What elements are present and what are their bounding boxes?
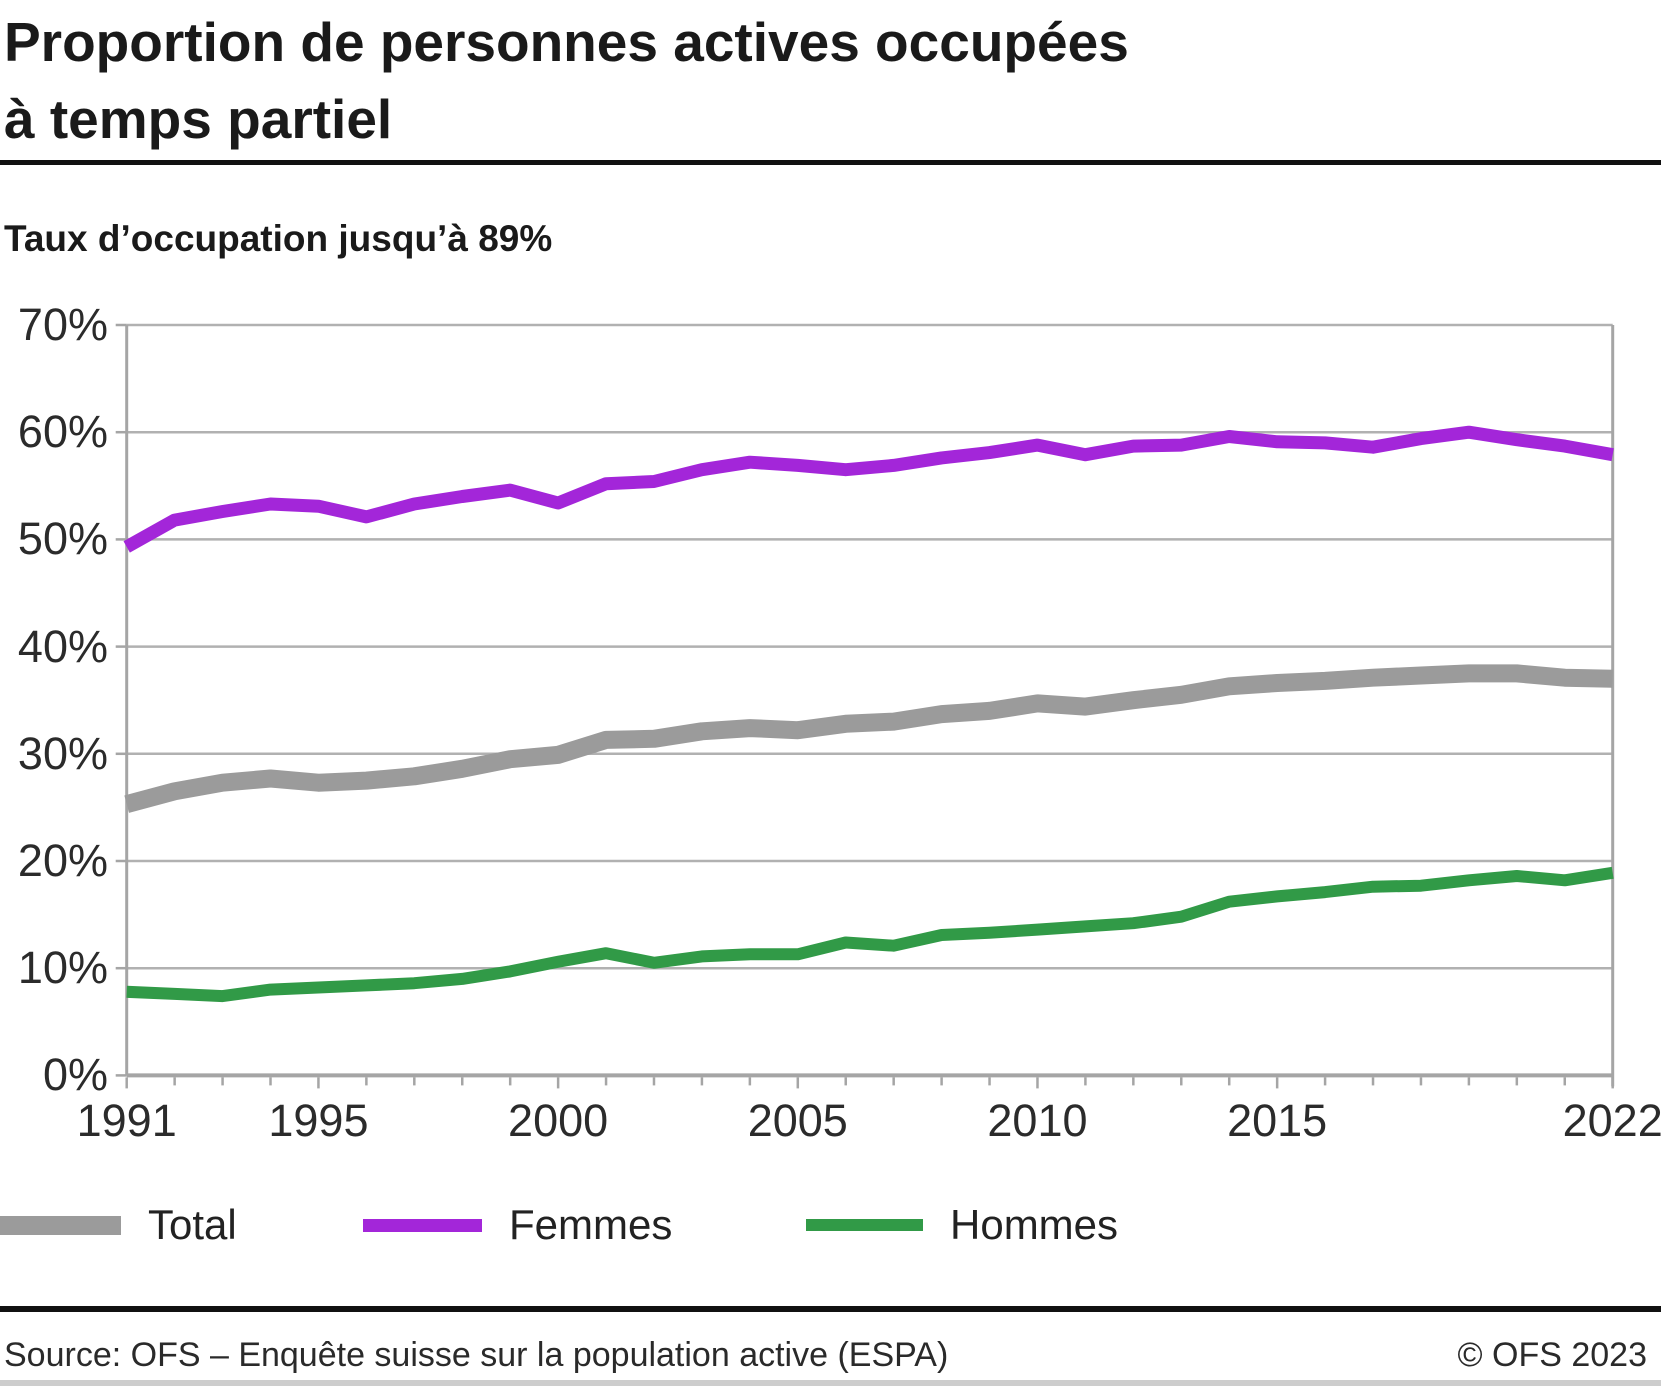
x-axis-label: 2000 xyxy=(508,1095,609,1146)
series-line-total xyxy=(124,664,1613,813)
x-axis-label: 1991 xyxy=(76,1095,177,1146)
legend-swatch-femmes xyxy=(363,1218,482,1232)
x-axis-label: 2015 xyxy=(1227,1095,1328,1146)
x-axis-label: 1995 xyxy=(268,1095,369,1146)
legend-label: Total xyxy=(148,1201,237,1248)
y-axis-label: 40% xyxy=(17,620,108,672)
legend-item-total: Total xyxy=(0,1198,237,1252)
y-axis-label: 70% xyxy=(17,299,108,350)
series-line-hommes xyxy=(126,866,1614,1003)
title-divider xyxy=(0,160,1661,165)
chart-subtitle: Taux d’occupation jusqu’à 89% xyxy=(4,218,553,259)
source-note: Source: OFS – Enquête suisse sur la popu… xyxy=(4,1336,949,1374)
copyright-note: © OFS 2023 xyxy=(1457,1336,1647,1374)
x-axis-label: 2005 xyxy=(747,1095,848,1146)
page-title: Proportion de personnes actives occupées… xyxy=(4,11,1129,150)
legend-label: Hommes xyxy=(950,1201,1119,1248)
y-axis-label: 30% xyxy=(17,727,108,779)
chart-legend: Total Femmes Hommes xyxy=(0,1198,1661,1252)
window-bottom-edge xyxy=(0,1380,1661,1386)
y-axis-label: 0% xyxy=(42,1049,108,1101)
legend-swatch-hommes xyxy=(806,1219,923,1231)
x-axis-label: 2010 xyxy=(987,1095,1088,1146)
legend-label: Femmes xyxy=(509,1201,673,1248)
legend-swatch-total xyxy=(0,1215,121,1235)
y-axis-label: 10% xyxy=(17,942,108,994)
footer: Source: OFS – Enquête suisse sur la popu… xyxy=(0,1336,1661,1375)
y-axis-label: 50% xyxy=(17,513,108,565)
footer-divider xyxy=(0,1306,1661,1312)
y-axis-label: 60% xyxy=(17,406,108,458)
x-axis-label: 2022 xyxy=(1562,1095,1661,1146)
y-axis-label: 20% xyxy=(17,835,108,886)
legend-item-femmes: Femmes xyxy=(363,1198,672,1252)
legend-item-hommes: Hommes xyxy=(806,1198,1118,1252)
series-line-femmes xyxy=(123,425,1614,553)
